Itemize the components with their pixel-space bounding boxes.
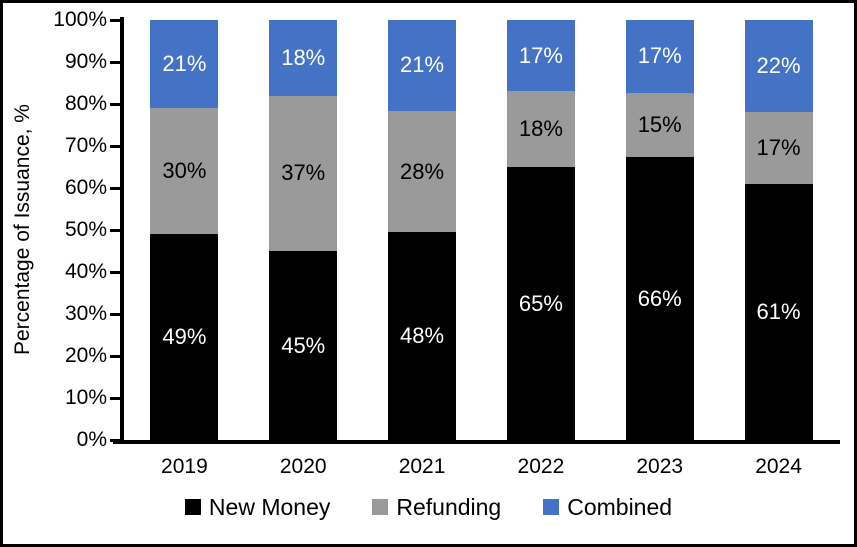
y-tick-mark (110, 312, 122, 316)
bar-segment-2019-refunding: 30% (150, 108, 219, 235)
data-label: 37% (281, 160, 326, 186)
bar-segment-2022-combined: 17% (506, 20, 575, 92)
bar-slot-2019: 21% 30% 49% (125, 20, 244, 440)
legend-swatch-icon (184, 499, 201, 515)
y-tick-mark (110, 396, 122, 400)
bar-segment-2021-refunding: 28% (388, 110, 457, 233)
y-tick-mark (110, 18, 122, 22)
bar-2021: 21% 28% 48% (388, 20, 457, 440)
data-label: 15% (637, 112, 682, 138)
bar-slot-2023: 17% 15% 66% (600, 20, 719, 440)
data-label: 18% (518, 116, 563, 142)
legend-swatch-icon (543, 499, 560, 515)
bar-2024: 22% 17% 61% (744, 20, 813, 440)
y-tick-label: 40% (64, 260, 107, 283)
y-tick-mark (110, 186, 122, 190)
bar-segment-2024-combined: 22% (744, 20, 813, 113)
bar-segment-2023-new-money: 66% (625, 157, 694, 440)
bar-segment-2022-refunding: 18% (506, 91, 575, 167)
bar-segment-2019-combined: 21% (150, 20, 219, 109)
legend-item-refunding: Refunding (372, 494, 501, 520)
data-label: 65% (518, 290, 563, 316)
x-axis-line (113, 440, 840, 444)
bar-segment-2024-refunding: 17% (744, 112, 813, 184)
x-label-2023: 2023 (636, 455, 684, 478)
y-tick-label: 100% (53, 8, 107, 31)
y-tick-label: 20% (64, 344, 107, 367)
bar-segment-2021-new-money: 48% (388, 232, 457, 440)
x-label-2019: 2019 (161, 455, 208, 478)
y-tick-label: 30% (64, 302, 107, 325)
bar-segment-2023-combined: 17% (625, 20, 694, 93)
data-label: 21% (400, 52, 445, 78)
y-tick-mark (110, 144, 122, 148)
legend-item-combined: Combined (543, 494, 672, 520)
legend-item-new-money: New Money (184, 494, 331, 520)
data-label: 30% (162, 158, 207, 184)
legend-label: Refunding (396, 494, 502, 520)
bar-slot-2021: 21% 28% 48% (363, 20, 482, 440)
y-tick-mark (110, 270, 122, 274)
data-label: 17% (756, 135, 801, 161)
data-label: 61% (756, 298, 801, 324)
bar-segment-2020-refunding: 37% (269, 95, 338, 251)
legend-label: New Money (208, 494, 331, 520)
data-label: 22% (756, 53, 801, 79)
legend: New Money Refunding Combined (3, 494, 854, 520)
bar-segment-2024-new-money: 61% (744, 183, 813, 440)
data-label: 48% (400, 323, 445, 349)
bar-slot-2020: 18% 37% 45% (244, 20, 363, 440)
x-label-2022: 2022 (517, 455, 565, 478)
data-label: 45% (281, 332, 326, 358)
data-label: 66% (637, 285, 682, 311)
y-tick-mark (110, 228, 122, 232)
bar-2020: 18% 37% 45% (269, 20, 338, 440)
y-tick-label: 0% (76, 428, 107, 451)
plot-area: 21% 30% 49% 18% 37% 45% 21% 28% 48% 17% 18% 65% 17% 1… (125, 20, 838, 440)
y-tick-mark (110, 60, 122, 64)
data-label: 21% (162, 51, 207, 77)
legend-swatch-icon (372, 499, 389, 515)
y-tick-label: 90% (64, 50, 107, 73)
bar-2023: 17% 15% 66% (625, 20, 694, 440)
x-axis-category-labels: 2019 2020 2021 2022 2023 2024 (125, 455, 838, 479)
bar-slot-2024: 22% 17% 61% (719, 20, 838, 440)
legend-label: Combined (567, 494, 673, 520)
y-tick-label: 50% (64, 218, 107, 241)
bar-slot-2022: 17% 18% 65% (481, 20, 600, 440)
bar-2022: 17% 18% 65% (506, 20, 575, 440)
data-label: 17% (637, 43, 682, 69)
bar-segment-2021-combined: 21% (388, 20, 457, 111)
bar-segment-2022-new-money: 65% (506, 167, 575, 440)
x-label-2020: 2020 (279, 455, 327, 478)
y-tick-label: 80% (64, 92, 107, 115)
bar-segment-2023-refunding: 15% (625, 92, 694, 158)
bar-segment-2020-new-money: 45% (269, 251, 338, 440)
x-label-2024: 2024 (755, 455, 802, 478)
data-label: 28% (400, 158, 445, 184)
x-label-2021: 2021 (398, 455, 446, 478)
y-tick-mark (110, 102, 122, 106)
data-label: 17% (518, 42, 563, 68)
y-tick-label: 70% (64, 134, 107, 157)
y-tick-label: 60% (64, 176, 107, 199)
data-label: 49% (162, 324, 207, 350)
bar-2019: 21% 30% 49% (150, 20, 219, 440)
y-tick-mark (110, 354, 122, 358)
y-axis-line (120, 17, 124, 444)
bar-segment-2019-new-money: 49% (150, 234, 219, 440)
bar-segment-2020-combined: 18% (269, 20, 338, 96)
y-tick-label: 10% (64, 386, 107, 409)
data-label: 18% (281, 44, 326, 70)
